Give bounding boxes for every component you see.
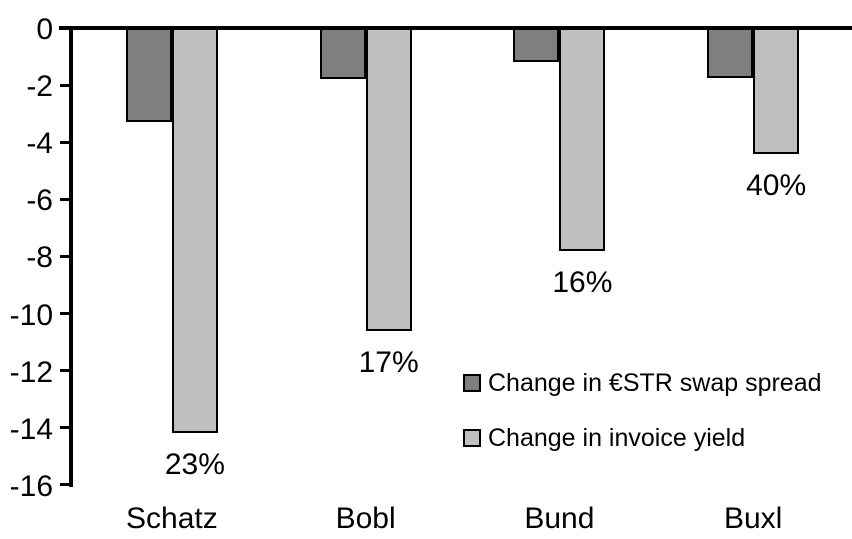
bar-swap-spread-bund bbox=[513, 28, 560, 63]
category-label-bund: Bund bbox=[524, 502, 595, 535]
bar-invoice-yield-buxl bbox=[753, 28, 800, 154]
y-axis-tick bbox=[60, 369, 71, 373]
legend-item-invoice-yield: Change in invoice yield bbox=[463, 422, 822, 454]
bar-swap-spread-schatz bbox=[125, 28, 172, 123]
bar-invoice-yield-schatz bbox=[171, 28, 218, 434]
legend-label-invoice-yield: Change in invoice yield bbox=[488, 424, 746, 452]
bar-swap-spread-buxl bbox=[707, 28, 754, 78]
y-axis-tick-label: -8 bbox=[26, 241, 53, 275]
y-axis-tick-label: -10 bbox=[9, 298, 53, 332]
y-axis-tick bbox=[60, 140, 71, 144]
y-axis-tick bbox=[60, 483, 71, 487]
legend-swatch-invoice-yield-icon bbox=[463, 429, 481, 447]
y-axis-tick-label: -2 bbox=[26, 70, 53, 104]
y-axis-tick-label: -6 bbox=[26, 184, 53, 218]
category-label-schatz: Schatz bbox=[126, 502, 218, 535]
y-axis-tick bbox=[60, 197, 71, 201]
bar-invoice-yield-bobl bbox=[365, 28, 412, 331]
y-axis-tick bbox=[60, 312, 71, 315]
chart-legend: Change in €STR swap spread Change in inv… bbox=[463, 367, 822, 477]
category-label-buxl: Buxl bbox=[723, 502, 783, 535]
data-label-bund: 16% bbox=[552, 265, 613, 299]
legend-label-swap-spread: Change in €STR swap spread bbox=[488, 369, 822, 397]
data-label-schatz: 23% bbox=[164, 448, 225, 482]
y-axis-tick bbox=[60, 426, 71, 430]
legend-item-swap-spread: Change in €STR swap spread bbox=[463, 367, 822, 399]
x-axis-zero-line bbox=[59, 26, 852, 30]
y-axis-tick-label: -16 bbox=[9, 469, 53, 503]
legend-swatch-swap-spread-icon bbox=[463, 374, 481, 392]
y-axis-tick bbox=[60, 254, 71, 258]
y-axis-tick-label: 0 bbox=[36, 13, 53, 46]
bar-invoice-yield-bund bbox=[559, 28, 606, 251]
y-axis-tick-label: -12 bbox=[9, 355, 53, 389]
data-label-bobl: 17% bbox=[358, 345, 419, 379]
y-axis-tick-label: -4 bbox=[26, 127, 53, 161]
data-label-buxl: 40% bbox=[746, 168, 807, 202]
y-axis-tick bbox=[60, 83, 71, 87]
bar-swap-spread-bobl bbox=[319, 28, 366, 80]
category-label-bobl: Bobl bbox=[335, 502, 396, 535]
y-axis-tick-label: -14 bbox=[9, 412, 53, 446]
